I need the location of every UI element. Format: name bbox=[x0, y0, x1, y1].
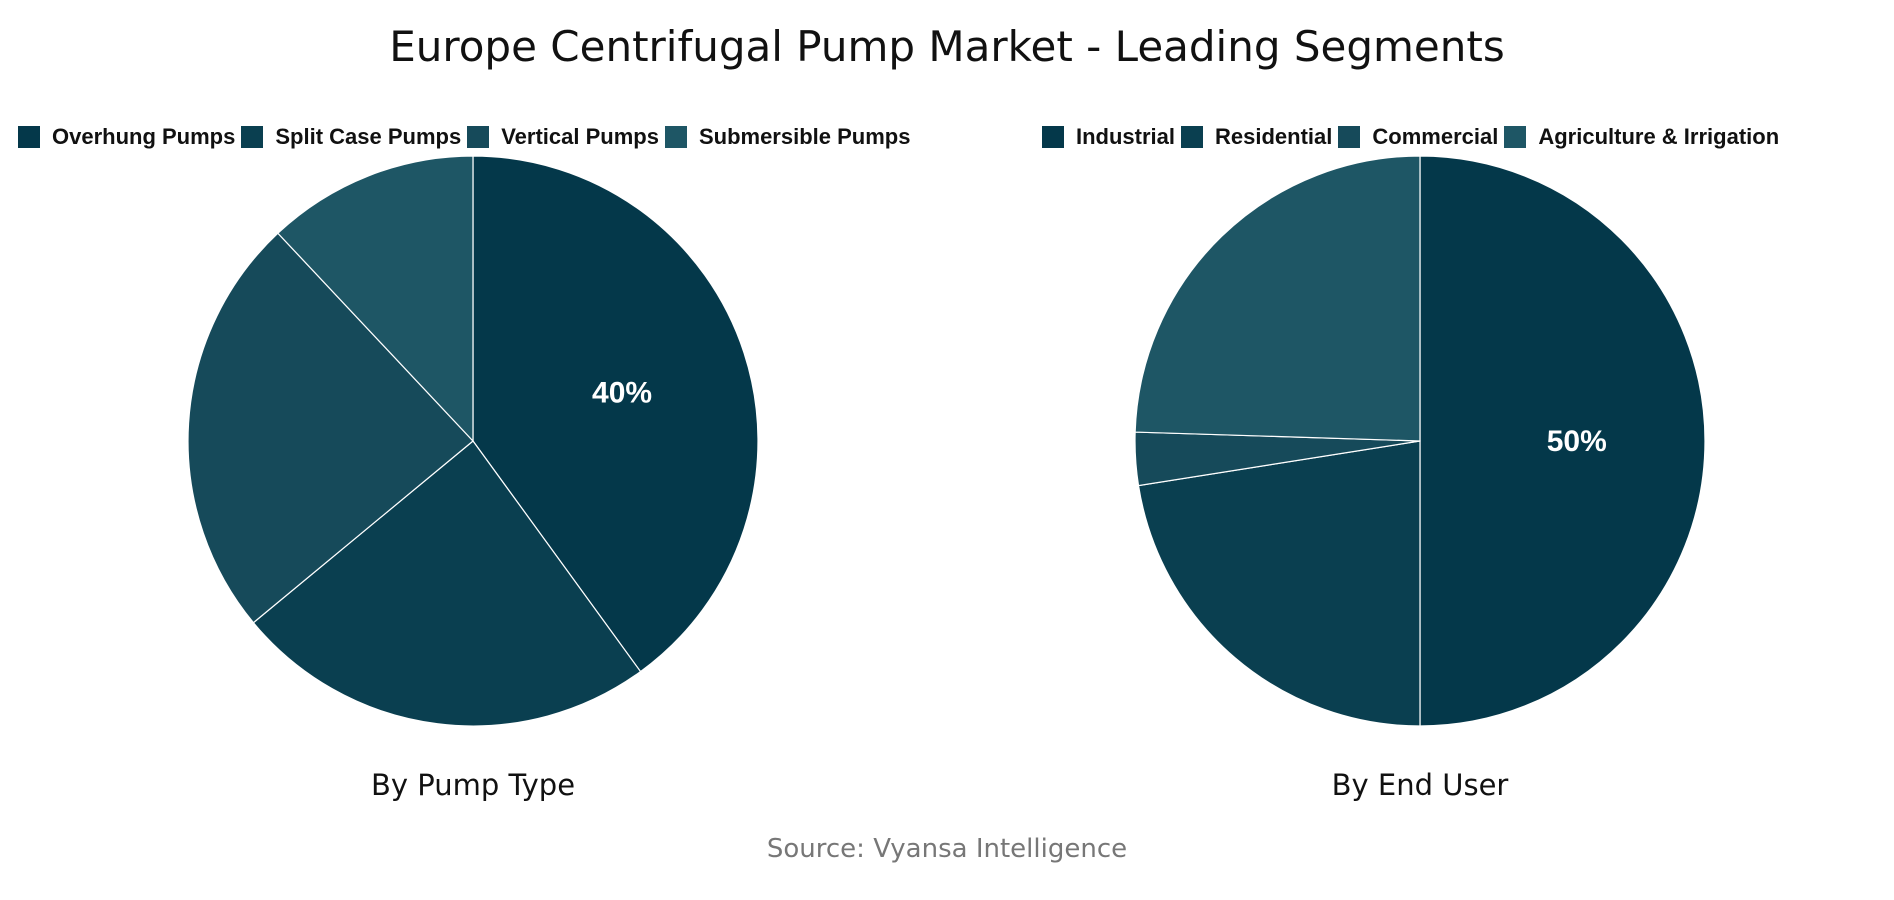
legend-item: Agriculture & Irrigation bbox=[1504, 124, 1779, 150]
pie-slice-agriculture-irrigation bbox=[1134, 155, 1421, 442]
chart-title: Europe Centrifugal Pump Market - Leading… bbox=[389, 22, 1505, 71]
legend-label: Residential bbox=[1215, 124, 1333, 149]
legend-label: Agriculture & Irrigation bbox=[1538, 124, 1780, 149]
legend-item: Split Case Pumps bbox=[241, 124, 461, 150]
legend-label: Split Case Pumps bbox=[275, 124, 462, 149]
pie-slice-split-case-pumps bbox=[252, 440, 642, 727]
data-label: 50% bbox=[1547, 425, 1607, 458]
pie-subtitle-end-user: By End User bbox=[1331, 768, 1509, 802]
pie-slice-overhung-pumps bbox=[472, 155, 759, 673]
legend-label: Industrial bbox=[1076, 124, 1176, 149]
legend-label: Vertical Pumps bbox=[501, 124, 659, 149]
pie-slice-vertical-pumps bbox=[187, 232, 474, 624]
legend-swatch bbox=[664, 126, 687, 148]
legend-item: Vertical Pumps bbox=[467, 124, 659, 150]
pie-slice-submersible-pumps bbox=[277, 155, 474, 443]
pie-slice-industrial bbox=[1419, 155, 1706, 727]
legend-end-user: Industrial Residential Commercial Agricu… bbox=[1042, 124, 1785, 150]
legend-item: Overhung Pumps bbox=[18, 124, 235, 150]
legend-swatch bbox=[467, 126, 490, 148]
legend-label: Submersible Pumps bbox=[698, 124, 911, 149]
pie-slice-residential bbox=[1137, 440, 1421, 727]
legend-swatch bbox=[18, 126, 40, 148]
source-note: Source: Vyansa Intelligence bbox=[766, 834, 1128, 864]
legend-item: Residential bbox=[1181, 124, 1332, 150]
legend-swatch bbox=[1042, 126, 1064, 148]
legend-pump-type: Overhung Pumps Split Case Pumps Vertical… bbox=[18, 124, 916, 150]
legend-swatch bbox=[241, 126, 264, 148]
data-label: 40% bbox=[592, 377, 652, 410]
legend-swatch bbox=[1504, 126, 1527, 148]
legend-swatch bbox=[1181, 126, 1204, 148]
legend-label: Overhung Pumps bbox=[52, 124, 236, 149]
legend-item: Submersible Pumps bbox=[664, 124, 911, 150]
pie-subtitle-pump-type: By Pump Type bbox=[370, 768, 576, 802]
legend-item: Industrial bbox=[1042, 124, 1175, 150]
legend-label: Commercial bbox=[1372, 124, 1499, 149]
legend-swatch bbox=[1338, 126, 1361, 148]
legend-item: Commercial bbox=[1338, 124, 1498, 150]
